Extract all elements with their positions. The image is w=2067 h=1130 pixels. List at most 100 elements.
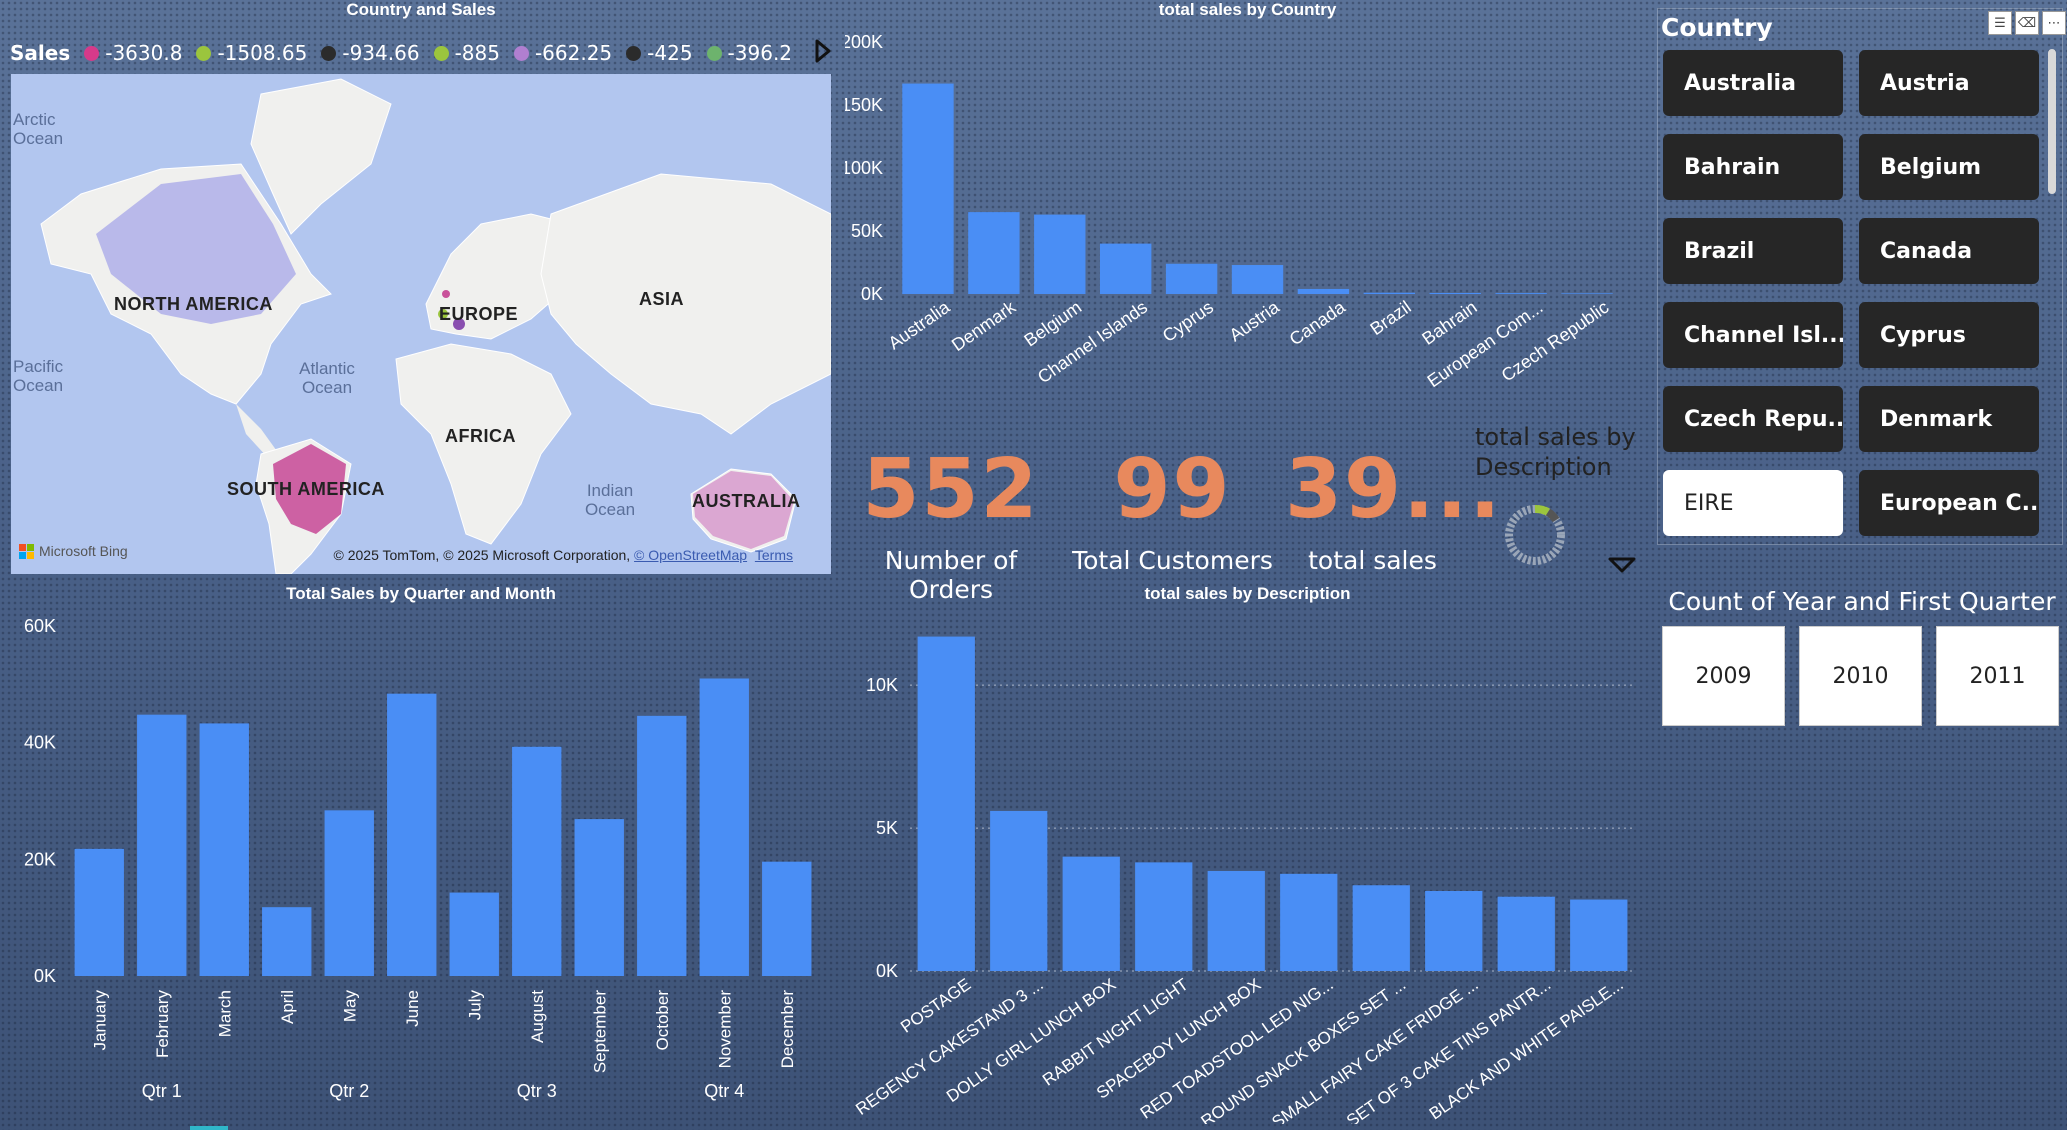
y-tick-label: 20K [24,849,56,869]
label-arctic-ocean: Arctic Ocean [13,110,64,148]
bar[interactable] [1099,243,1152,294]
legend-dot-icon [626,45,642,61]
y-tick-label: 0K [34,966,56,986]
x-tick-label: September [590,990,609,1073]
bar[interactable] [902,83,954,294]
slicer-header-toolbar: ☰ ⌫ ⋯ [1988,11,2066,35]
country-slicer-item[interactable]: Cyprus [1859,302,2039,368]
donut-title: total sales by Description [1475,422,1636,482]
legend-label: -934.66 [342,41,420,65]
legend-item[interactable]: -396.2 [706,41,792,65]
y-tick-label: 5K [876,818,898,838]
bar[interactable] [1207,870,1265,971]
year-slicer-item[interactable]: 2011 [1936,626,2059,726]
bar[interactable] [574,819,624,976]
europe-marker-1 [442,290,450,298]
country-slicer-item[interactable]: Australia [1663,50,1843,116]
map-attribution: © 2025 TomTom, © 2025 Microsoft Corporat… [334,547,793,563]
africa-shape [395,343,572,545]
legend-item[interactable]: -662.25 [513,41,613,65]
bar[interactable] [1352,885,1410,971]
x-tick-label: June [403,990,422,1027]
country-slicer-item[interactable]: Belgium [1859,134,2039,200]
label-australia: AUSTRALIA [692,491,801,511]
legend-item[interactable]: -1508.65 [196,41,307,65]
more-options-icon[interactable]: ⋯ [2042,11,2066,35]
slicer-scrollbar[interactable] [2048,49,2056,194]
legend-item[interactable]: -3630.8 [84,41,182,65]
y-tick-label: 200K [845,32,883,52]
bar[interactable] [449,892,499,976]
country-chart-title: total sales by Country [1158,0,1337,19]
country-slicer-item[interactable]: Austria [1859,50,2039,116]
focus-mode-arrow-icon[interactable] [814,38,832,64]
label-africa: AFRICA [445,426,516,446]
openstreetmap-link[interactable]: © OpenStreetMap [634,547,748,563]
legend-label: -662.25 [534,41,613,65]
description-chart-title: total sales by Description [1144,584,1351,603]
terms-link[interactable]: Terms [754,547,793,563]
bar[interactable] [324,810,374,976]
x-tick-label: European Com... [1424,297,1547,391]
bar[interactable] [1363,292,1416,294]
quarter-label: Qtr 2 [329,1081,369,1101]
country-slicer-item[interactable]: Brazil [1663,218,1843,284]
country-slicer-item[interactable]: Channel Isl... [1663,302,1843,368]
country-slicer-item[interactable]: Czech Repu... [1663,386,1843,452]
bing-logo: Microsoft Bing [19,543,128,559]
country-slicer-item[interactable]: European C... [1859,470,2039,536]
country-slicer-item[interactable]: Canada [1859,218,2039,284]
bar[interactable] [74,848,124,976]
y-tick-label: 10K [866,675,898,695]
bar[interactable] [262,907,312,976]
bar[interactable] [1425,890,1483,971]
dropdown-arrow-icon[interactable] [1607,555,1637,575]
bar[interactable] [1062,856,1120,971]
map-legend: Sales -3630.8 -1508.65 -934.66 -885 -662.25 -… [10,38,806,68]
bar[interactable] [1034,214,1086,294]
bar[interactable] [968,212,1020,294]
y-tick-label: 0K [876,961,898,981]
year-slicer-title: Count of Year and First Quarter [1668,587,2056,616]
bar[interactable] [637,715,687,976]
bar[interactable] [699,678,749,977]
country-slicer-item[interactable]: Bahrain [1663,134,1843,200]
legend-item[interactable]: -934.66 [321,41,420,65]
country-slicer-item[interactable]: EIRE [1663,470,1843,536]
bar[interactable] [387,693,437,976]
bar[interactable] [1280,873,1338,971]
bar[interactable] [137,714,187,976]
map-title: Country and Sales [346,0,496,19]
legend-dot-icon [433,45,449,61]
filter-icon[interactable]: ☰ [1988,11,2012,35]
label-south-america: SOUTH AMERICA [227,479,385,499]
bar[interactable] [1495,293,1547,294]
bar[interactable] [990,810,1048,971]
world-map[interactable]: NORTH AMERICA EUROPE ASIA AFRICA SOUTH A… [11,74,831,574]
legend-item[interactable]: -885 [433,41,500,65]
bar[interactable] [1135,862,1193,971]
bar[interactable] [762,861,812,976]
year-slicer-item[interactable]: 2010 [1799,626,1922,726]
year-slicer-item[interactable]: 2009 [1662,626,1785,726]
bar[interactable] [199,723,249,976]
bar[interactable] [917,636,975,971]
bar[interactable] [1561,293,1613,294]
legend-item[interactable]: -425 [626,41,693,65]
bar[interactable] [1165,263,1218,294]
description-donut-chart[interactable] [1500,500,1570,570]
bar[interactable] [1231,265,1284,294]
label-europe: EUROPE [439,304,519,324]
bar[interactable] [512,746,562,976]
bar[interactable] [1429,292,1481,294]
bar[interactable] [1297,288,1350,294]
bing-logo-text: Microsoft Bing [39,543,128,559]
bar[interactable] [1570,899,1628,971]
bar[interactable] [1497,896,1555,971]
month-bar-chart[interactable]: 0K 20K 40K 60K January February March April May J… [0,604,835,1114]
quarter-label: Qtr 3 [517,1081,557,1101]
eraser-icon[interactable]: ⌫ [2015,11,2039,35]
country-slicer-item[interactable]: Denmark [1859,386,2039,452]
